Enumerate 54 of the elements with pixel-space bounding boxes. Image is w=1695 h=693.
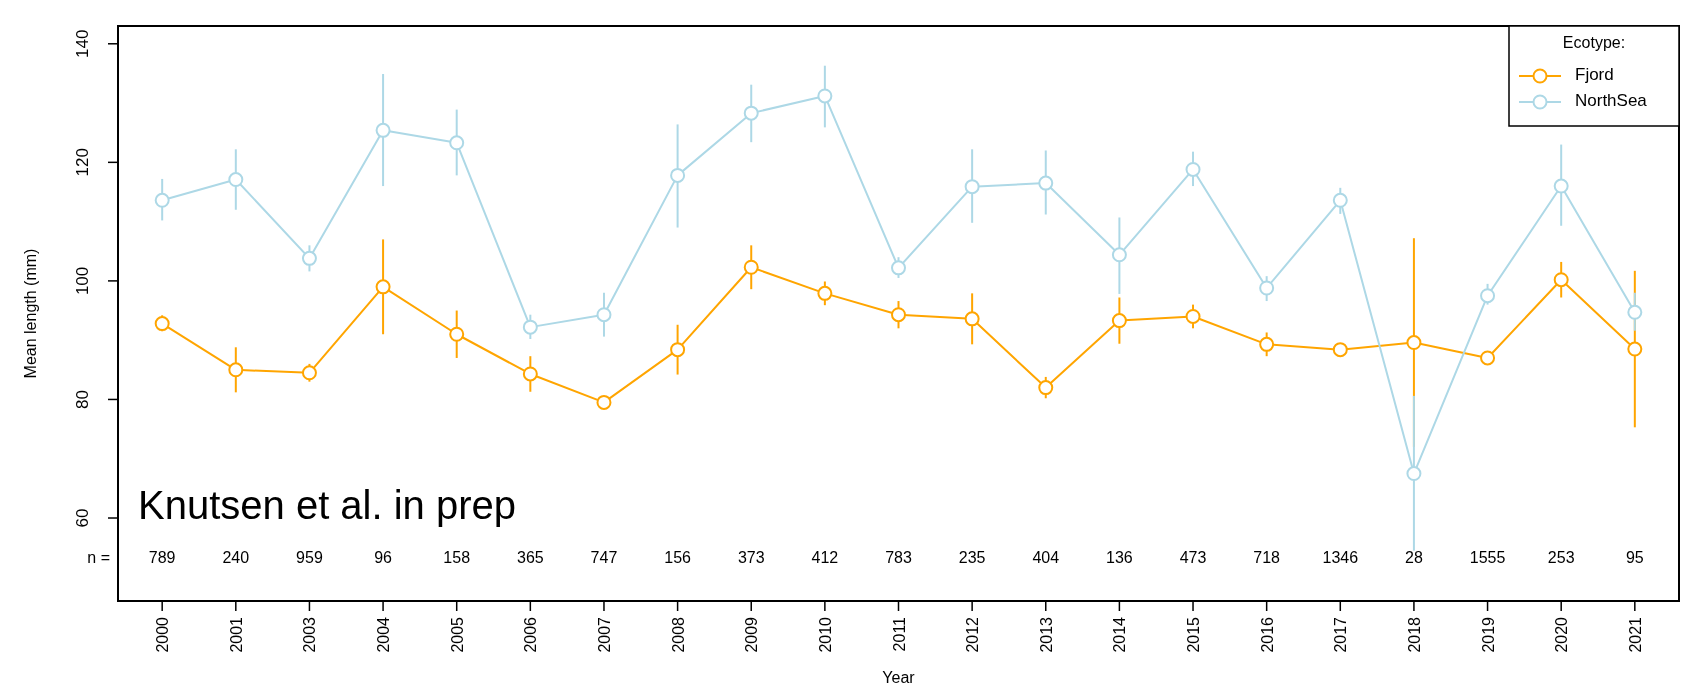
x-tick-label: 2017 xyxy=(1332,616,1350,653)
annotation: 96 xyxy=(374,549,393,567)
x-tick-label: 2016 xyxy=(1258,616,1276,653)
x-tick-label: 2021 xyxy=(1626,616,1644,653)
annotation: 28 xyxy=(1405,549,1423,567)
annotation: 783 xyxy=(885,549,912,567)
annotation: 253 xyxy=(1547,549,1575,567)
annotation: 156 xyxy=(664,549,692,567)
x-axis-title: Year xyxy=(882,669,916,686)
annotation: 1346 xyxy=(1322,549,1359,567)
annotation: 959 xyxy=(296,549,323,567)
x-tick-label: 2005 xyxy=(448,616,466,653)
x-tick-label: 2020 xyxy=(1553,616,1571,653)
x-tick-label: 2000 xyxy=(154,616,172,653)
annotation: 412 xyxy=(811,549,839,567)
y-tick-label: 80 xyxy=(73,389,92,409)
annotation: 240 xyxy=(222,549,250,567)
annotation: 718 xyxy=(1253,549,1281,567)
x-tick-label: 2015 xyxy=(1185,616,1203,653)
legend-label: NorthSea xyxy=(1575,91,1648,111)
x-tick-label: 2006 xyxy=(522,616,540,653)
x-tick-label: 2014 xyxy=(1111,616,1129,653)
legend-title: Ecotype: xyxy=(1562,34,1626,51)
y-tick-label: 100 xyxy=(73,266,92,296)
annotation: 747 xyxy=(590,549,618,567)
legend-label: Fjord xyxy=(1575,65,1614,85)
x-tick-label: 2004 xyxy=(375,616,393,653)
text: n = xyxy=(87,549,110,567)
annotation: 365 xyxy=(516,549,544,567)
annotation: 373 xyxy=(737,549,765,567)
x-tick-label: 2010 xyxy=(816,616,834,653)
x-tick-label: 2007 xyxy=(595,616,613,653)
x-tick-label: 2009 xyxy=(743,616,761,653)
x-tick-label: 2003 xyxy=(301,616,319,653)
annotation: 789 xyxy=(148,549,176,567)
y-tick-label: 140 xyxy=(73,29,92,58)
x-tick-label: 2011 xyxy=(890,616,908,652)
x-tick-label: 2008 xyxy=(669,616,687,653)
annotation: 473 xyxy=(1179,549,1207,567)
annotation: 158 xyxy=(443,549,471,567)
y-tick-label: 120 xyxy=(73,148,92,177)
x-tick-label: 2012 xyxy=(964,616,982,653)
annotation: 136 xyxy=(1106,549,1133,567)
x-tick-label: 2001 xyxy=(227,616,245,653)
x-tick-label: 2013 xyxy=(1037,616,1055,653)
annotation: 95 xyxy=(1625,549,1644,567)
y-axis-title: Mean length (mm) xyxy=(22,248,39,379)
annotation: 1555 xyxy=(1469,549,1506,567)
annotation: 404 xyxy=(1032,549,1060,567)
annotation: Knutsen et al. in prep xyxy=(138,483,517,527)
annotation: 235 xyxy=(958,549,986,567)
x-tick-label: 2019 xyxy=(1479,616,1497,653)
y-tick-label: 60 xyxy=(73,508,92,528)
x-tick-label: 2018 xyxy=(1405,616,1423,653)
